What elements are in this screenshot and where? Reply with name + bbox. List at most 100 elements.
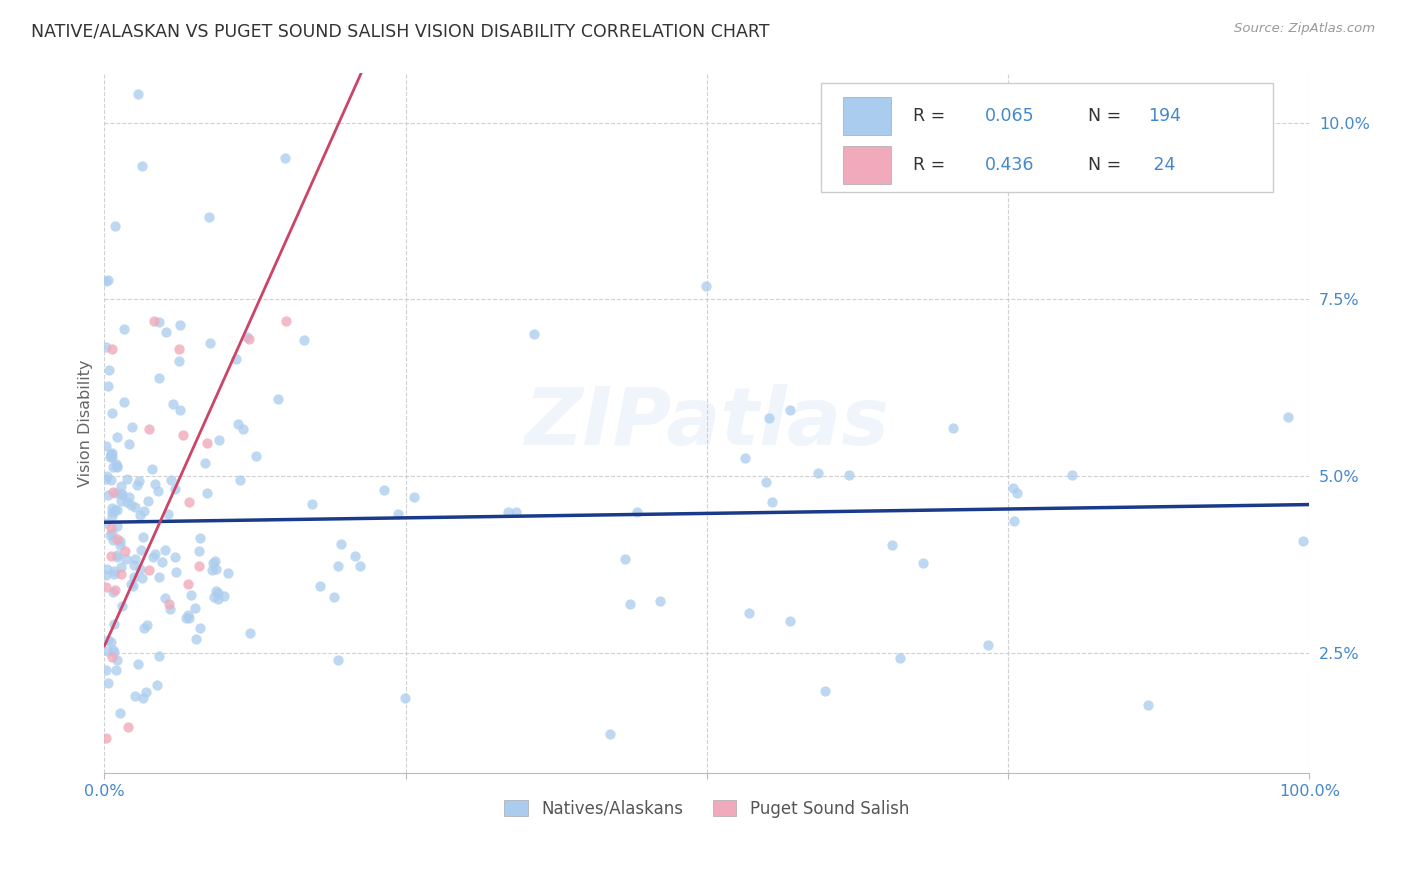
Point [105,549,128,564]
Point [97,676,120,690]
Point [344,549,367,563]
Point [157,597,180,611]
Point [101,585,124,599]
Point [94,439,117,453]
Point [97,488,120,502]
Point [124,690,146,704]
Legend: Natives/Alaskans, Puget Sound Salish: Natives/Alaskans, Puget Sound Salish [498,793,915,824]
Point [188,621,211,635]
Point [1137,698,1160,712]
Point [107,459,129,474]
Point [132,530,155,544]
Point [105,653,128,667]
Point [212,589,235,603]
Point [104,219,127,233]
Point [105,532,128,546]
Text: N =: N = [1088,107,1121,125]
Point [103,567,125,582]
Point [103,564,125,578]
Point [112,395,135,409]
Point [101,484,124,499]
Point [100,449,122,463]
Point [650,594,672,608]
Point [96,340,118,354]
Point [101,504,124,518]
Point [204,591,226,605]
Point [110,487,132,501]
Point [779,403,801,417]
Point [114,543,136,558]
Point [100,549,122,564]
Point [143,476,166,491]
Point [143,547,166,561]
Point [112,322,135,336]
Point [96,379,118,393]
Point [229,473,252,487]
Point [187,544,209,558]
Point [177,577,200,591]
Point [195,435,218,450]
Point [207,585,229,599]
Point [100,473,122,487]
Text: R =: R = [912,107,945,125]
Point [127,478,149,492]
Point [183,600,205,615]
FancyBboxPatch shape [844,97,891,136]
Point [110,560,132,574]
Point [942,420,965,434]
Point [201,556,224,570]
Point [122,569,145,583]
Point [160,474,183,488]
Point [172,427,194,442]
Point [619,597,641,611]
Point [807,466,830,480]
Point [100,521,122,535]
Point [98,528,121,542]
Point [101,407,124,421]
Point [128,474,150,488]
Point [96,644,118,658]
Point [134,621,156,635]
Point [105,548,128,562]
Point [190,531,212,545]
Point [274,152,297,166]
Point [734,451,756,466]
Point [117,721,139,735]
Point [145,678,167,692]
Point [103,616,125,631]
Point [232,422,254,436]
Point [101,533,124,548]
Point [238,333,260,347]
Point [135,618,157,632]
Point [142,549,165,564]
Point [911,556,934,570]
Point [169,318,191,332]
Point [496,505,519,519]
Point [110,494,132,508]
Point [245,449,267,463]
Point [124,500,146,514]
Point [523,326,546,341]
Text: N =: N = [1088,156,1121,174]
Point [761,495,783,509]
Point [104,503,127,517]
Point [1277,410,1299,425]
Point [626,505,648,519]
Point [94,567,117,582]
Point [880,166,903,180]
Point [118,437,141,451]
Point [614,552,637,566]
Point [100,448,122,462]
Point [167,353,190,368]
Point [779,614,801,628]
Point [184,632,207,647]
Point [120,577,142,591]
Point [387,507,409,521]
FancyBboxPatch shape [844,145,891,184]
Point [118,490,141,504]
Point [194,456,217,470]
Point [105,457,128,471]
Point [169,403,191,417]
Point [121,579,143,593]
Point [394,691,416,706]
